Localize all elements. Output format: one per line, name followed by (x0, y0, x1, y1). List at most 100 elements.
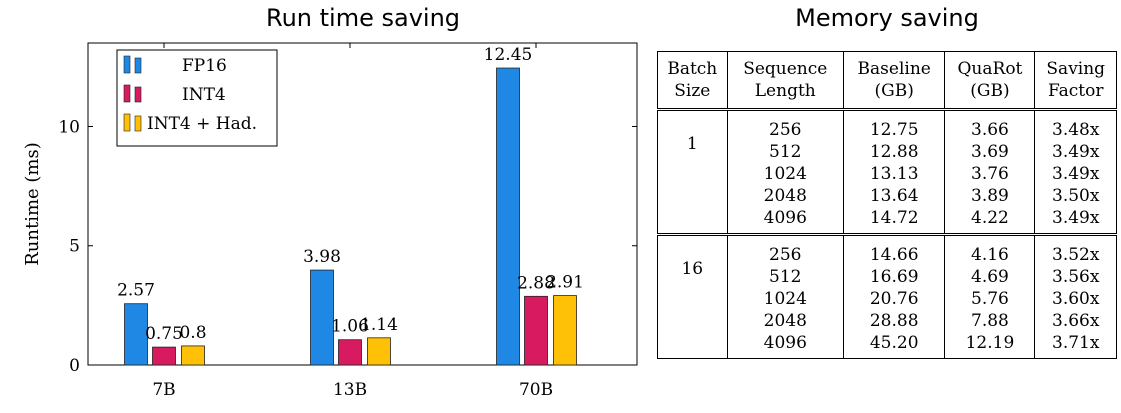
table-cell: 13.13 (843, 163, 946, 185)
table-cell: 4.69 (944, 266, 1036, 288)
table-cell: 3.66 (944, 109, 1036, 141)
table-cell: 4096 (727, 207, 844, 235)
bar-int4-7b (152, 346, 176, 366)
table-cell: 3.89 (944, 185, 1036, 207)
table-row: 512 12.88 3.69 3.49x (658, 141, 1117, 163)
data-label: 1.06 (331, 317, 369, 337)
chart-title: Run time saving (265, 4, 461, 32)
column-header-line: (GB) (970, 81, 1010, 101)
bar-fp16-13b (310, 269, 334, 366)
bar-int4-70b (524, 295, 548, 366)
table-cell: 3.76 (944, 163, 1036, 185)
table-cell: 512 (727, 141, 844, 163)
bar-fp16-7b (124, 303, 148, 366)
legend-swatch (134, 57, 142, 74)
table-row: 1 256 12.75 3.66 3.48x (657, 109, 1117, 235)
table-cell: 1024 (727, 288, 844, 310)
data-label: 2.57 (117, 281, 155, 301)
column-header-line: Size (674, 81, 711, 101)
table-cell: 1024 (727, 163, 844, 185)
batch-size-cell: 16 (657, 233, 728, 359)
column-header-line: Batch (667, 59, 718, 79)
data-label: 0.8 (179, 323, 206, 343)
bar-int4-had--13b (367, 337, 391, 366)
bar-int4-13b (338, 339, 362, 366)
data-label: 2.88 (517, 273, 555, 293)
column-header: Baseline (GB) (843, 51, 946, 111)
batch-size-cell: 1 (657, 109, 728, 235)
legend-swatch (123, 113, 131, 132)
table-cell: 16.69 (843, 266, 946, 288)
y-axis-label: Runtime (ms) (22, 142, 43, 266)
table-row: 16 256 14.66 4.16 3.52x (657, 233, 1117, 359)
data-label: 0.75 (145, 324, 183, 344)
column-header: QuaRot (GB) (944, 51, 1036, 111)
table-cell: 3.56x (1034, 266, 1117, 288)
column-header: Batch Size (657, 51, 728, 111)
table-cell: 45.20 (843, 332, 946, 359)
column-header-line: Factor (1047, 81, 1104, 101)
legend-swatch (123, 55, 131, 74)
table-cell: 512 (727, 266, 844, 288)
data-label: 3.98 (303, 247, 341, 267)
table-cell: 12.88 (843, 141, 946, 163)
legend-swatch (134, 86, 142, 103)
bar-fp16-70b (496, 67, 520, 366)
table-cell: 13.64 (843, 185, 946, 207)
table-cell: 256 (727, 233, 844, 266)
y-tick-label: 0 (69, 356, 80, 376)
column-header-line: (GB) (874, 81, 914, 101)
x-tick-label: 70B (519, 380, 553, 400)
legend-box (116, 49, 278, 147)
table-cell: 4.22 (944, 207, 1036, 235)
table-cell: 256 (727, 109, 844, 141)
table-cell: 14.66 (843, 233, 946, 266)
table-header-row: Batch Size Sequence Length Baseline (GB) QuaRo… (657, 51, 1117, 111)
table-row: 1024 13.13 3.76 3.49x (658, 163, 1117, 185)
bar-int4-had--7b (181, 345, 205, 366)
table-cell: 20.76 (843, 288, 946, 310)
table-cell: 3.49x (1034, 163, 1117, 185)
data-label: 12.45 (484, 45, 533, 65)
table-row: 4096 45.20 12.19 3.71x (658, 332, 1117, 359)
table-row: 512 16.69 4.69 3.56x (658, 266, 1117, 288)
table-cell: 12.19 (944, 332, 1036, 359)
table-cell: 3.60x (1034, 288, 1117, 310)
column-header-line: Sequence (743, 59, 828, 79)
table-cell: 14.72 (843, 207, 946, 235)
table-cell: 3.71x (1034, 332, 1117, 359)
table-cell: 2048 (727, 310, 844, 332)
table-cell: 3.66x (1034, 310, 1117, 332)
column-header-line: Saving (1046, 59, 1106, 79)
table-cell: 5.76 (944, 288, 1036, 310)
table-cell: 3.49x (1034, 141, 1117, 163)
table-cell: 3.48x (1034, 109, 1117, 141)
data-label: 2.91 (546, 273, 584, 293)
table-cell: 3.52x (1034, 233, 1117, 266)
table-cell: 4.16 (944, 233, 1036, 266)
legend-label: INT4 + Had. (147, 114, 257, 134)
table-cell: 7.88 (944, 310, 1036, 332)
table-cell: 3.50x (1034, 185, 1117, 207)
data-label: 1.14 (360, 315, 398, 335)
table-row: 4096 14.72 4.22 3.49x (658, 207, 1117, 235)
legend-swatch (123, 84, 131, 103)
column-header: Sequence Length (727, 51, 844, 111)
table-cell: 4096 (727, 332, 844, 359)
x-tick-label: 7B (152, 380, 175, 400)
legend-label: FP16 (182, 56, 227, 76)
table-cell: 3.69 (944, 141, 1036, 163)
table-cell: 3.49x (1034, 207, 1117, 235)
table-row: 2048 13.64 3.89 3.50x (658, 185, 1117, 207)
bar-int4-had--70b (553, 295, 577, 366)
column-header: Saving Factor (1034, 51, 1117, 111)
legend-swatch (134, 115, 142, 132)
column-header-line: Length (754, 81, 816, 101)
runtime-bar-chart: 0 5 10 Runtime (ms) 7B 2.57 0.750.8 13B 3.98 1.06… (22, 42, 638, 400)
x-tick-label: 13B (333, 380, 367, 400)
table-row: 2048 28.88 7.88 3.66x (658, 310, 1117, 332)
memory-table: Batch Size Sequence Length Baseline (GB) QuaRo… (657, 51, 1117, 359)
legend-label: INT4 (182, 85, 226, 105)
column-header-line: Baseline (857, 59, 931, 79)
table-title: Memory saving (795, 4, 979, 32)
